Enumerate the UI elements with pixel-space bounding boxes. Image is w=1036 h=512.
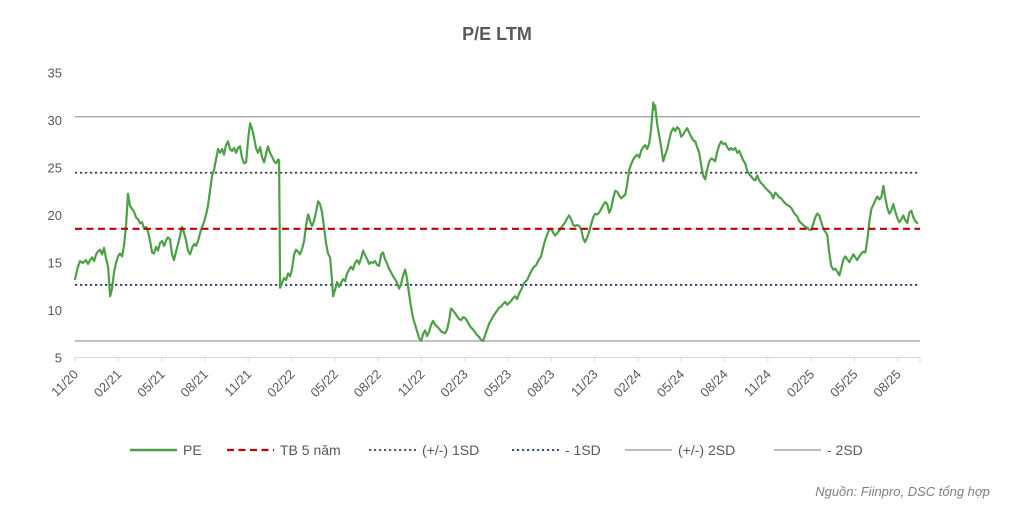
legend-label-pe: PE (183, 442, 202, 458)
source-note: Nguồn: Fiinpro, DSC tổng hợp (815, 484, 990, 499)
x-tick-label: 08/25 (870, 367, 904, 401)
legend-label--2sd: (+/-) 2SD (678, 442, 735, 458)
x-tick-label: 05/21 (134, 367, 168, 401)
x-tick-label: 05/24 (654, 367, 688, 401)
legend-label--2sd: - 2SD (827, 442, 863, 458)
x-tick-label: 11/21 (221, 367, 254, 400)
y-tick-label: 25 (48, 161, 62, 176)
x-tick-label: 02/25 (784, 367, 818, 401)
x-axis: 11/20 02/21 05/21 08/21 11/21 02/22 05/22 08/22… (48, 357, 921, 401)
x-tick-label: 02/21 (91, 367, 125, 401)
x-tick-label: 08/23 (524, 367, 558, 401)
x-tick-label: 08/24 (697, 367, 731, 401)
x-tick-label: 05/25 (827, 367, 861, 401)
x-tick-label: 11/22 (395, 367, 428, 400)
chart-title: P/E LTM (462, 24, 532, 44)
y-tick-label: 30 (48, 113, 62, 128)
x-tick-label: 02/22 (264, 367, 298, 401)
legend-label--1sd: - 1SD (565, 442, 601, 458)
x-tick-label: 11/23 (568, 367, 601, 400)
reference-lines (75, 115, 920, 342)
y-tick-label: 20 (48, 208, 62, 223)
y-tick-label: 15 (48, 256, 62, 271)
x-tick-label: 02/24 (610, 367, 644, 401)
x-tick-label: 05/22 (307, 367, 341, 401)
x-tick-label: 08/21 (177, 367, 211, 401)
x-tick-label: 08/22 (351, 367, 385, 401)
x-tick-label: 05/23 (481, 367, 515, 401)
y-axis-labels: 5 10 15 20 25 30 35 (48, 66, 62, 366)
pe-series-line (73, 101, 919, 342)
x-tick-label: 02/23 (437, 367, 471, 401)
x-tick-label: 11/20 (48, 367, 81, 400)
y-tick-label: 5 (55, 351, 62, 366)
legend-label-tb-5-n-m: TB 5 năm (280, 442, 341, 458)
legend: PE TB 5 năm (+/-) 1SD - 1SD (+/-) 2SD - 2SD (130, 442, 863, 458)
y-tick-label: 10 (48, 303, 62, 318)
y-tick-label: 35 (48, 66, 62, 81)
x-tick-label: 11/24 (741, 367, 774, 400)
legend-label--1sd: (+/-) 1SD (422, 442, 479, 458)
